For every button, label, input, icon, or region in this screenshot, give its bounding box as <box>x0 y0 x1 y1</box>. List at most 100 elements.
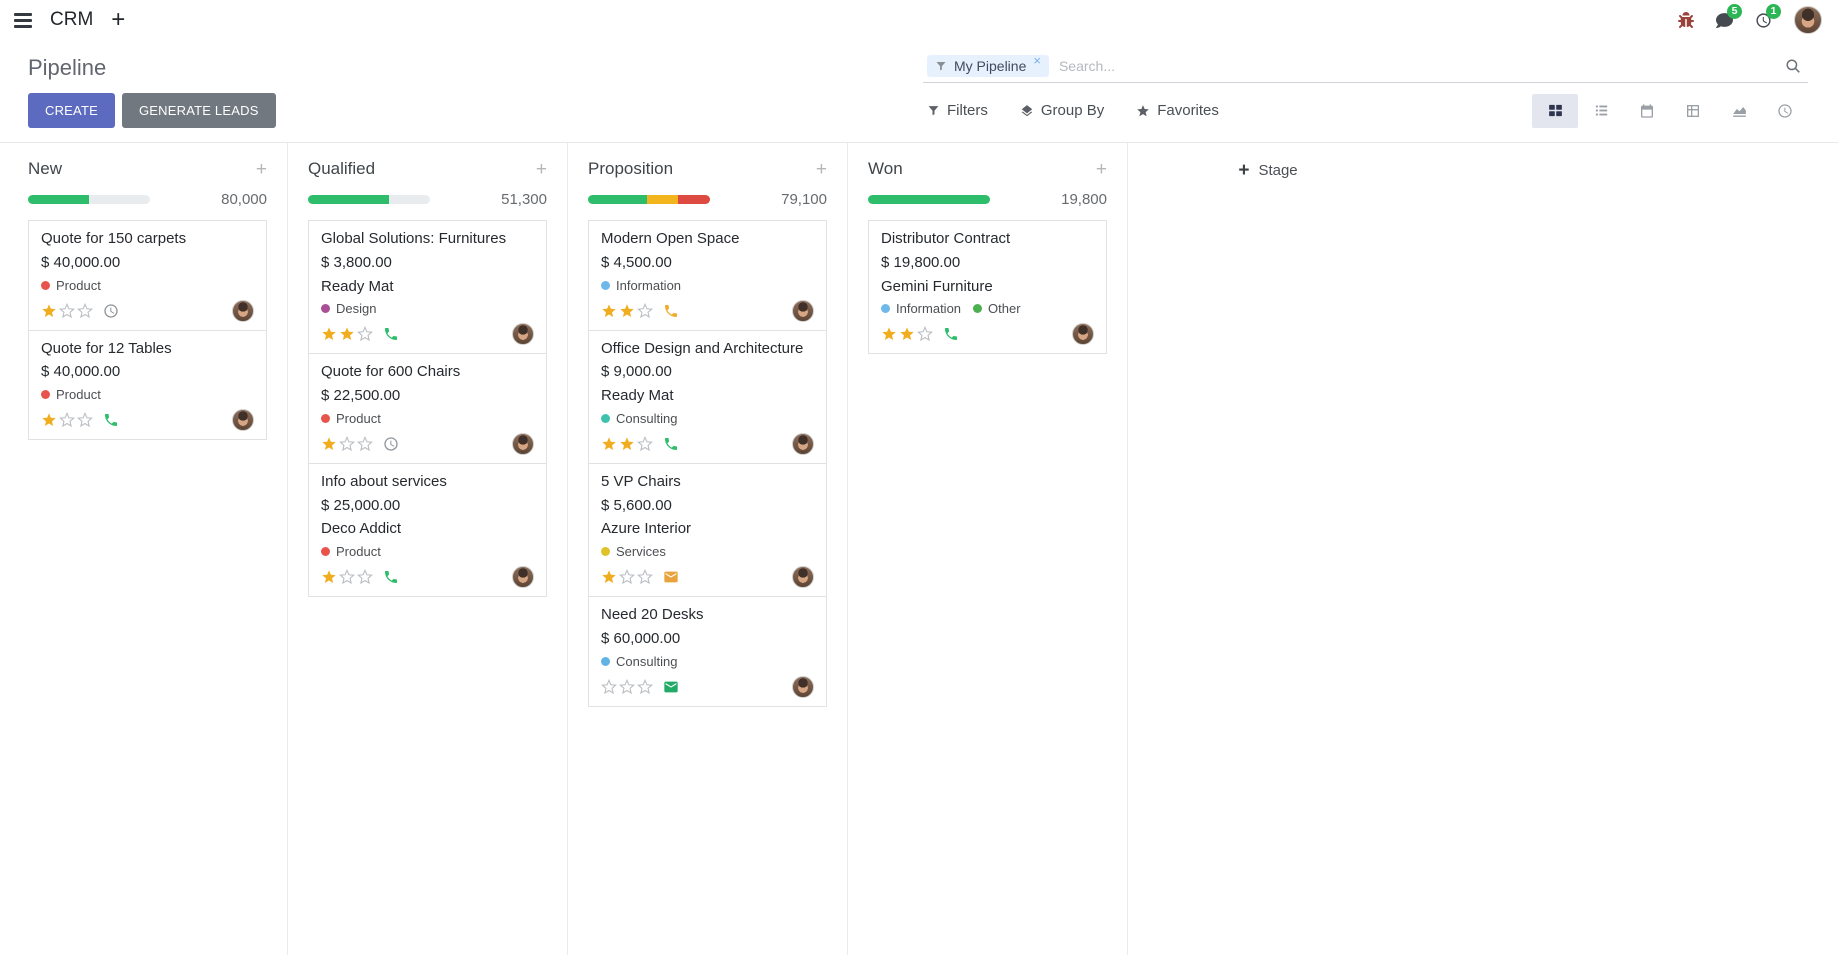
messages-icon[interactable]: 5 <box>1716 3 1742 29</box>
view-pivot-button[interactable] <box>1670 94 1716 128</box>
tag[interactable]: Information <box>601 278 681 293</box>
activity-clock-icon[interactable] <box>383 436 399 452</box>
priority-star[interactable] <box>357 435 373 452</box>
tag[interactable]: Product <box>321 544 381 559</box>
priority-star[interactable] <box>881 326 897 342</box>
priority-star[interactable] <box>601 678 617 695</box>
add-stage-button[interactable]: + Stage <box>1128 143 1408 180</box>
stage-quick-create-icon[interactable]: + <box>1095 158 1107 180</box>
progress-segment[interactable] <box>868 195 990 204</box>
priority-star[interactable] <box>637 569 653 585</box>
opportunity-card[interactable]: Quote for 150 carpets $ 40,000.00 Produc… <box>28 220 267 331</box>
progress-segment[interactable] <box>308 195 389 204</box>
tag[interactable]: Other <box>973 301 1021 316</box>
topbar-plus-icon[interactable]: + <box>111 6 126 33</box>
generate-leads-button[interactable]: GENERATE LEADS <box>121 93 276 128</box>
priority-star[interactable] <box>619 678 635 695</box>
view-kanban-button[interactable] <box>1532 93 1578 128</box>
opportunity-card[interactable]: Office Design and Architecture $ 9,000.0… <box>588 329 827 464</box>
opportunity-card[interactable]: Distributor Contract $ 19,800.00 Gemini … <box>868 220 1107 355</box>
priority-star[interactable] <box>917 326 933 342</box>
apps-menu-icon[interactable] <box>14 12 32 28</box>
tag[interactable]: Consulting <box>601 411 677 426</box>
priority-star[interactable] <box>357 569 373 585</box>
priority-star[interactable] <box>601 569 617 585</box>
opportunity-card[interactable]: Need 20 Desks $ 60,000.00 Consulting <box>588 596 827 707</box>
priority-star[interactable] <box>59 412 75 428</box>
tag[interactable]: Product <box>321 411 381 426</box>
activity-phone-icon[interactable] <box>663 436 679 452</box>
priority-star[interactable] <box>77 412 93 428</box>
priority-star[interactable] <box>339 435 355 452</box>
activity-phone-icon[interactable] <box>103 412 119 428</box>
stage-quick-create-icon[interactable]: + <box>255 158 267 180</box>
opportunity-card[interactable]: Global Solutions: Furnitures $ 3,800.00 … <box>308 220 547 355</box>
priority-star[interactable] <box>339 569 355 585</box>
activity-phone-icon[interactable] <box>383 569 399 585</box>
priority-star[interactable] <box>619 436 635 452</box>
view-graph-button[interactable] <box>1716 94 1762 128</box>
tag[interactable]: Services <box>601 544 666 559</box>
tag[interactable]: Consulting <box>601 654 677 669</box>
column-header: New + <box>28 159 267 179</box>
priority-star[interactable] <box>357 326 373 342</box>
opportunity-card[interactable]: Quote for 12 Tables $ 40,000.00 Product <box>28 329 267 440</box>
facet-remove-icon[interactable]: × <box>1033 52 1041 68</box>
priority-star[interactable] <box>637 435 653 452</box>
user-avatar[interactable] <box>1794 6 1822 34</box>
priority-star[interactable] <box>59 302 75 319</box>
priority-star[interactable] <box>339 326 355 342</box>
activity-phone-icon[interactable] <box>943 326 959 342</box>
create-button[interactable]: CREATE <box>28 93 115 128</box>
activities-icon[interactable]: 1 <box>1755 3 1781 29</box>
opportunity-card[interactable]: Modern Open Space $ 4,500.00 Information <box>588 220 827 331</box>
opportunity-card[interactable]: Quote for 600 Chairs $ 22,500.00 Product <box>308 353 547 464</box>
view-activity-button[interactable] <box>1762 94 1808 128</box>
priority-star[interactable] <box>601 303 617 319</box>
priority-star[interactable] <box>41 412 57 428</box>
activity-envelope-icon[interactable] <box>663 569 679 585</box>
priority-star[interactable] <box>321 436 337 452</box>
priority-star[interactable] <box>321 326 337 342</box>
progress-segment[interactable] <box>588 195 647 204</box>
stage-progressbar[interactable] <box>588 195 710 204</box>
stage-progressbar[interactable] <box>28 195 150 204</box>
search-input[interactable] <box>1048 54 1784 78</box>
priority-star[interactable] <box>77 302 93 319</box>
priority-star[interactable] <box>321 569 337 585</box>
view-list-button[interactable] <box>1578 94 1624 128</box>
tag[interactable]: Product <box>41 278 101 293</box>
activity-clock-icon[interactable] <box>103 303 119 319</box>
filters-button[interactable]: Filters <box>927 102 988 119</box>
tag[interactable]: Design <box>321 301 376 316</box>
group-by-button[interactable]: Group By <box>1020 102 1104 119</box>
progress-segment[interactable] <box>678 195 710 204</box>
stage-quick-create-icon[interactable]: + <box>815 158 827 180</box>
opportunity-card[interactable]: Info about services $ 25,000.00 Deco Add… <box>308 462 547 597</box>
app-name[interactable]: CRM <box>50 9 94 30</box>
activity-envelope-icon[interactable] <box>663 679 679 695</box>
opportunity-card[interactable]: 5 VP Chairs $ 5,600.00 Azure Interior Se… <box>588 462 827 597</box>
priority-star[interactable] <box>637 302 653 319</box>
progress-segment[interactable] <box>646 195 679 204</box>
priority-star[interactable] <box>637 678 653 695</box>
priority-star[interactable] <box>899 326 915 342</box>
tag[interactable]: Information <box>881 301 961 316</box>
tag[interactable]: Product <box>41 387 101 402</box>
stage-progressbar[interactable] <box>868 195 990 204</box>
priority-star[interactable] <box>619 569 635 585</box>
progress-segment[interactable] <box>28 195 89 204</box>
activity-phone-icon[interactable] <box>663 303 679 319</box>
search-icon[interactable] <box>1784 57 1802 75</box>
priority-star[interactable] <box>619 303 635 319</box>
priority-star[interactable] <box>41 303 57 319</box>
priority-star[interactable] <box>601 436 617 452</box>
stage-quick-create-icon[interactable]: + <box>535 158 547 180</box>
activity-phone-icon[interactable] <box>383 326 399 342</box>
search-bar[interactable]: My Pipeline × <box>923 52 1808 83</box>
search-facet[interactable]: My Pipeline × <box>927 52 1049 77</box>
favorites-button[interactable]: Favorites <box>1136 102 1219 119</box>
view-calendar-button[interactable] <box>1624 94 1670 128</box>
bug-icon[interactable] <box>1678 12 1694 28</box>
stage-progressbar[interactable] <box>308 195 430 204</box>
